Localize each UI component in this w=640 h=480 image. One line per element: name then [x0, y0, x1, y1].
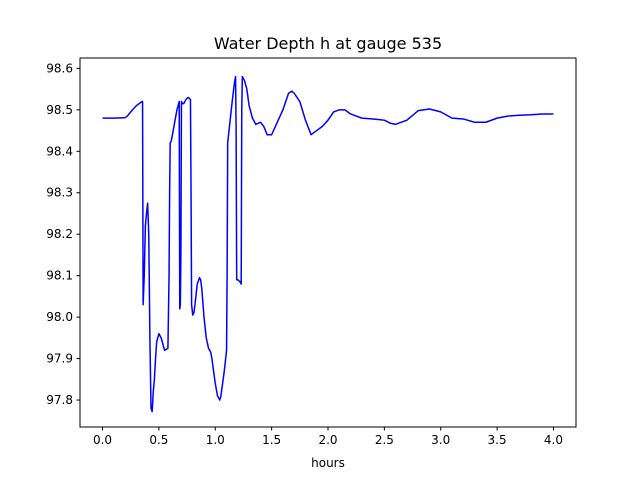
x-axis-ticks: 0.0 0.5 1.0 1.5 2.0 2.5 3.0 3.5 4.0 — [93, 427, 563, 447]
x-tick-label: 0.5 — [149, 433, 168, 447]
x-tick-label: 2.5 — [375, 433, 394, 447]
plot-area-frame — [79, 57, 577, 428]
y-tick-label: 98.4 — [46, 144, 73, 158]
x-tick-label: 4.0 — [544, 433, 563, 447]
chart-title: Water Depth h at gauge 535 — [214, 34, 442, 53]
y-axis-ticks: 97.8 97.9 98.0 98.1 98.2 98.3 98.4 98.5 98.6 — [46, 61, 80, 407]
y-tick-label: 98.6 — [46, 61, 73, 75]
water-depth-series-line — [102, 75, 554, 413]
y-tick-label: 98.5 — [46, 103, 73, 117]
x-tick-label: 2.0 — [318, 433, 337, 447]
y-tick-label: 98.0 — [46, 310, 73, 324]
x-tick-label: 3.0 — [431, 433, 450, 447]
x-tick-label: 0.0 — [93, 433, 112, 447]
y-tick-label: 97.9 — [46, 352, 73, 366]
y-tick-label: 97.8 — [46, 393, 73, 407]
y-tick-label: 98.2 — [46, 227, 73, 241]
x-tick-label: 1.0 — [206, 433, 225, 447]
y-tick-label: 98.1 — [46, 269, 73, 283]
y-tick-label: 98.3 — [46, 186, 73, 200]
x-tick-label: 3.5 — [488, 433, 507, 447]
x-axis-label: hours — [311, 456, 345, 470]
x-tick-label: 1.5 — [262, 433, 281, 447]
